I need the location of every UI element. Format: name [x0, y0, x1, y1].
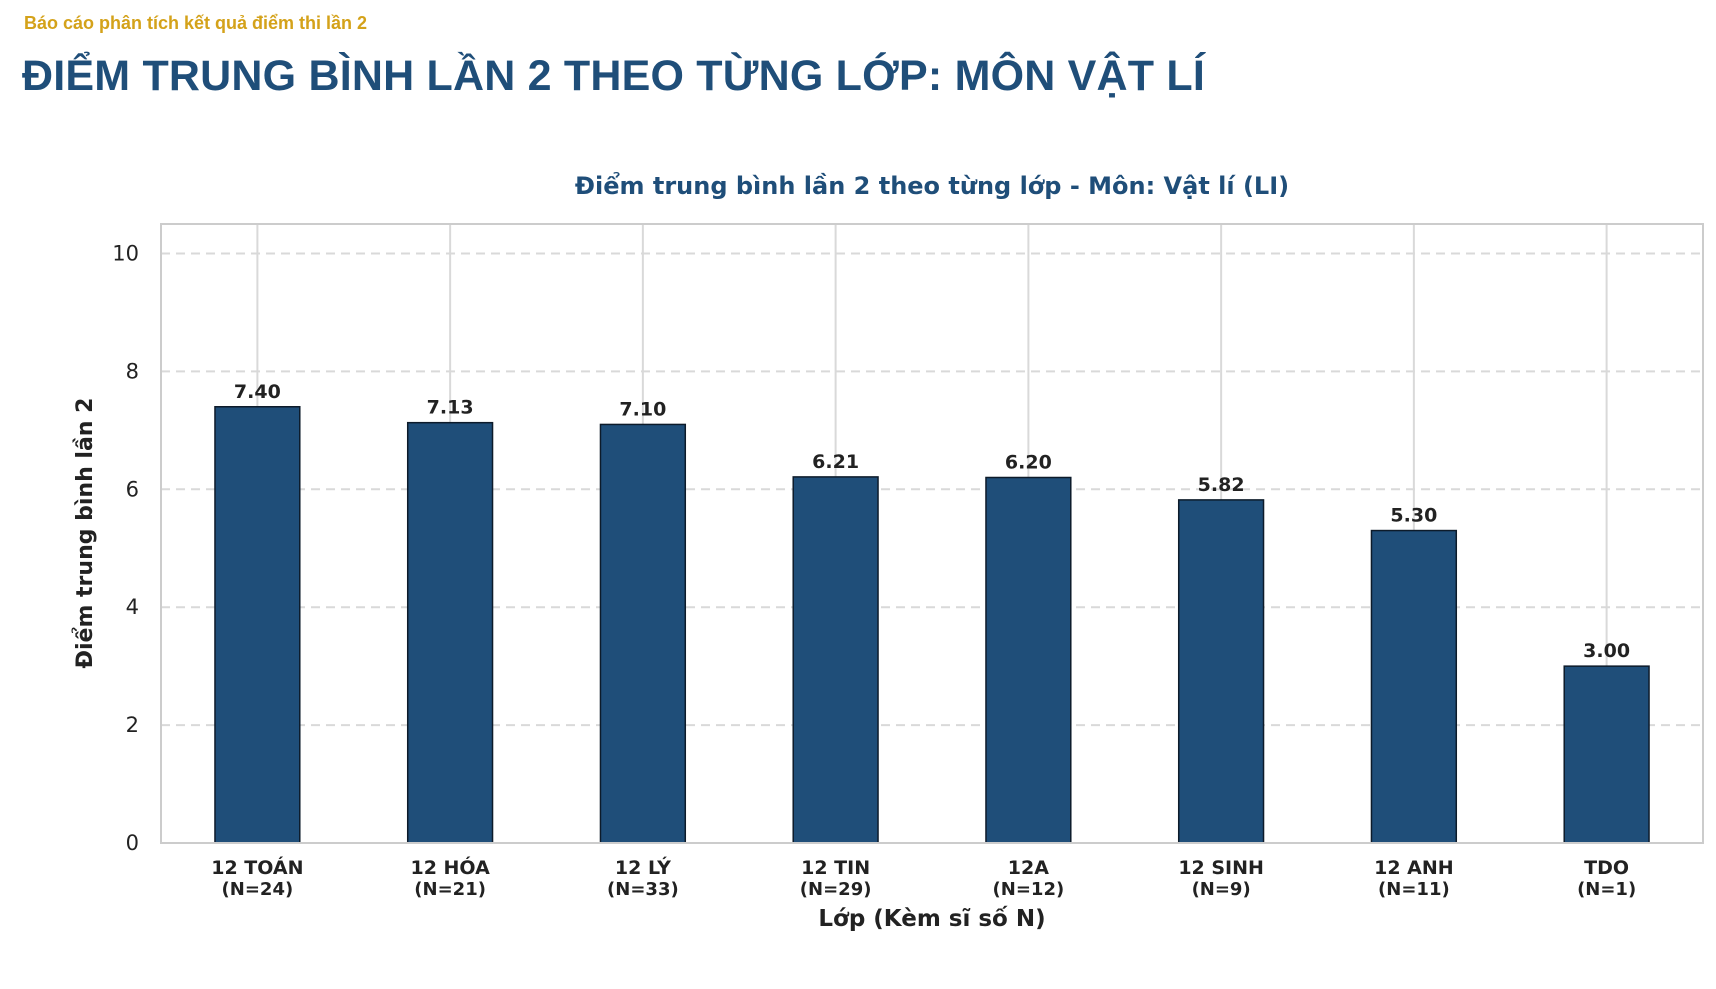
bar	[1563, 665, 1650, 844]
bar-value-label: 3.00	[1583, 640, 1630, 662]
x-tick-label: 12 TIN	[801, 857, 870, 879]
x-tick-count: (N=1)	[1577, 879, 1636, 900]
bar-value-label: 7.13	[427, 397, 474, 419]
chart-title: Điểm trung bình lần 2 theo từng lớp - Mô…	[575, 170, 1289, 200]
x-tick-count: (N=21)	[414, 879, 486, 900]
x-tick-label: 12 TOÁN	[211, 856, 303, 879]
y-tick-label: 0	[126, 831, 139, 855]
x-tick-count: (N=24)	[222, 879, 294, 900]
plot-frame	[160, 223, 1704, 844]
page-title: ĐIỂM TRUNG BÌNH LẦN 2 THEO TỪNG LỚP: MÔN…	[22, 52, 1205, 100]
x-tick-count: (N=33)	[607, 879, 679, 900]
bar	[792, 476, 879, 844]
x-tick-label: 12 HÓA	[410, 855, 490, 879]
x-tick-label: 12A	[1008, 857, 1049, 879]
x-tick-label: 12 ANH	[1374, 857, 1454, 879]
y-axis-label: Điểm trung bình lần 2	[72, 398, 98, 669]
bar	[599, 423, 687, 844]
x-tick-count: (N=12)	[993, 879, 1065, 900]
y-tick-label: 2	[126, 713, 139, 737]
bar-value-label: 6.21	[812, 451, 859, 473]
bar	[985, 476, 1072, 844]
bar	[406, 421, 494, 844]
y-tick-label: 6	[126, 477, 139, 501]
gridlines	[161, 252, 1703, 727]
bar	[214, 406, 301, 844]
bars: 7.40 7.13 7.10 6.21 6.20 5.82 5.30 3.00	[214, 381, 1650, 844]
bar	[1177, 499, 1265, 844]
y-axis-ticks: 0 2 4 6 8 10	[112, 241, 139, 855]
x-tick-count: (N=29)	[800, 879, 872, 900]
x-tick-count: (N=9)	[1192, 879, 1251, 900]
x-tick-label: TDO	[1584, 857, 1629, 879]
x-axis-ticks: 12 TOÁN(N=24) 12 HÓA(N=21) 12 LÝ(N=33) 12 T…	[211, 855, 1636, 900]
x-tick-label: 12 SINH	[1178, 857, 1264, 879]
report-label: Báo cáo phân tích kết quả điểm thi lần 2	[24, 13, 368, 33]
bar-value-label: 7.40	[234, 381, 281, 403]
y-tick-label: 10	[112, 241, 139, 265]
bar-value-label: 7.10	[619, 398, 666, 420]
bar-value-label: 5.82	[1198, 474, 1245, 496]
bar-value-label: 6.20	[1005, 451, 1052, 473]
y-tick-label: 8	[126, 359, 139, 383]
x-tick-label: 12 LÝ	[615, 855, 671, 879]
y-tick-label: 4	[126, 595, 139, 619]
bar	[1370, 529, 1458, 844]
x-tick-count: (N=11)	[1378, 879, 1450, 900]
bar-value-label: 5.30	[1390, 505, 1437, 527]
x-axis-label: Lớp (Kèm sĩ số N)	[818, 905, 1045, 932]
